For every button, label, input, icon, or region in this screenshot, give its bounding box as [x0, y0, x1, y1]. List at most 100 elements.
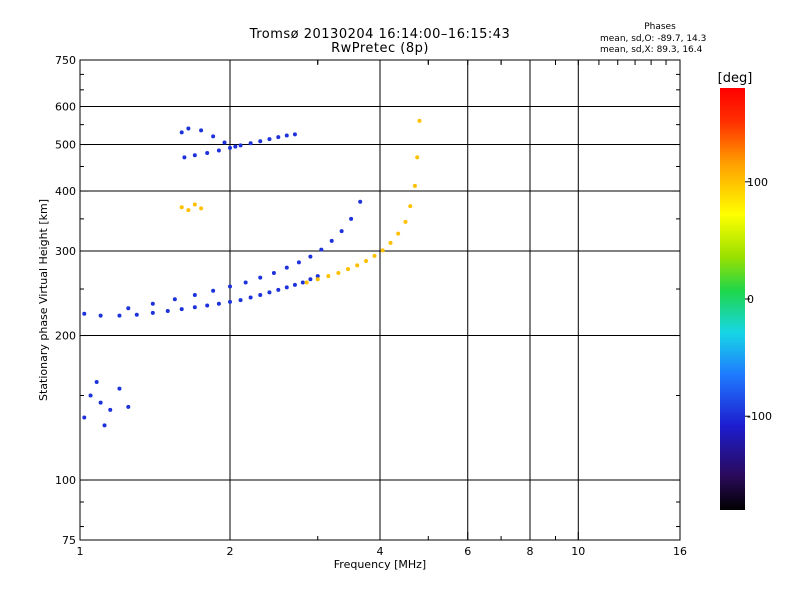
data-point — [412, 183, 417, 188]
data-point — [243, 280, 248, 285]
data-point — [248, 141, 253, 146]
data-point — [192, 292, 197, 297]
y-axis: 75 100 200 300 400 500 600 750 — [55, 54, 680, 547]
y-tick-label: 500 — [55, 139, 76, 152]
x-tick-label: 1 — [77, 545, 84, 558]
colorbar: [deg] 100 0 -100 — [718, 71, 772, 510]
y-tick-label: 100 — [55, 474, 76, 487]
data-point — [94, 380, 99, 385]
chart-subtitle: RwPretec (8p) — [331, 41, 429, 56]
data-point — [388, 240, 393, 245]
colorbar-tick-label: 0 — [747, 293, 754, 306]
data-point — [192, 153, 197, 158]
data-point — [329, 238, 334, 243]
data-point — [292, 282, 297, 287]
data-point — [134, 312, 139, 317]
data-point — [292, 132, 297, 137]
data-point — [179, 205, 184, 210]
data-point — [349, 216, 354, 221]
data-point — [319, 247, 324, 252]
data-point — [284, 265, 289, 270]
y-tick-label: 300 — [55, 245, 76, 258]
data-point — [380, 248, 385, 253]
colorbar-label: [deg] — [718, 71, 753, 86]
data-point — [267, 137, 272, 142]
x-tick-label: 6 — [464, 545, 471, 558]
data-point — [403, 219, 408, 224]
data-point — [98, 313, 103, 318]
stats-o-mode: mean, sd,O: -89.7, 14.3 — [600, 34, 707, 44]
data-point — [205, 303, 210, 308]
data-point — [308, 277, 313, 282]
data-point — [267, 290, 272, 295]
x-axis: 1 2 4 6 8 10 16 — [77, 60, 687, 558]
colorbar-gradient — [720, 88, 745, 510]
data-point — [179, 307, 184, 312]
data-point — [165, 308, 170, 313]
data-point — [172, 297, 177, 302]
data-point — [315, 274, 320, 279]
data-point — [355, 263, 360, 268]
y-tick-label: 750 — [55, 54, 76, 67]
data-point — [258, 139, 263, 144]
data-point — [258, 292, 263, 297]
data-point — [228, 284, 232, 289]
colorbar-ticks: 100 0 -100 — [745, 176, 772, 423]
data-point — [284, 285, 289, 290]
data-point — [228, 299, 232, 304]
data-point — [179, 130, 184, 135]
data-point — [396, 231, 401, 236]
data-point — [276, 135, 281, 140]
y-tick-label: 75 — [62, 534, 76, 547]
stats-title: Phases — [644, 22, 676, 32]
data-point — [258, 275, 263, 280]
y-tick-label: 400 — [55, 185, 76, 198]
data-point — [238, 143, 243, 148]
data-point — [228, 145, 232, 150]
data-point — [364, 258, 369, 263]
data-point — [315, 277, 320, 282]
data-point — [372, 253, 377, 258]
data-point — [304, 280, 309, 285]
data-point — [296, 260, 301, 265]
data-point — [205, 151, 210, 156]
grid-lines — [80, 60, 680, 540]
x-tick-label: 8 — [527, 545, 534, 558]
data-point — [336, 270, 341, 275]
y-tick-label: 200 — [55, 330, 76, 343]
data-point — [211, 134, 216, 139]
data-point — [150, 301, 155, 306]
data-point — [326, 274, 331, 279]
data-point — [150, 310, 155, 315]
data-point — [98, 400, 103, 405]
data-point — [276, 287, 281, 292]
data-point — [216, 148, 221, 153]
data-point — [192, 305, 197, 310]
data-point — [408, 204, 413, 209]
data-point — [284, 133, 289, 138]
data-point — [108, 407, 113, 412]
data-point — [238, 298, 243, 303]
data-point — [126, 404, 131, 409]
data-point — [182, 155, 187, 160]
data-point — [216, 301, 221, 306]
data-point — [126, 306, 131, 311]
x-tick-label: 2 — [227, 545, 234, 558]
data-point — [102, 423, 107, 428]
chart-title: Tromsø 20130204 16:14:00–16:15:43 — [249, 27, 511, 42]
data-point — [222, 140, 227, 145]
data-point — [82, 415, 87, 420]
y-axis-label: Stationary phase Virtual Height [km] — [37, 199, 50, 401]
data-point — [186, 208, 191, 213]
data-point — [199, 128, 204, 133]
data-points — [82, 118, 422, 428]
data-point — [117, 313, 122, 318]
data-point — [117, 386, 122, 391]
x-tick-label: 16 — [673, 545, 687, 558]
data-point — [82, 311, 87, 316]
data-point — [233, 144, 238, 149]
x-axis-label: Frequency [MHz] — [334, 558, 426, 571]
colorbar-tick-label: -100 — [747, 410, 772, 423]
